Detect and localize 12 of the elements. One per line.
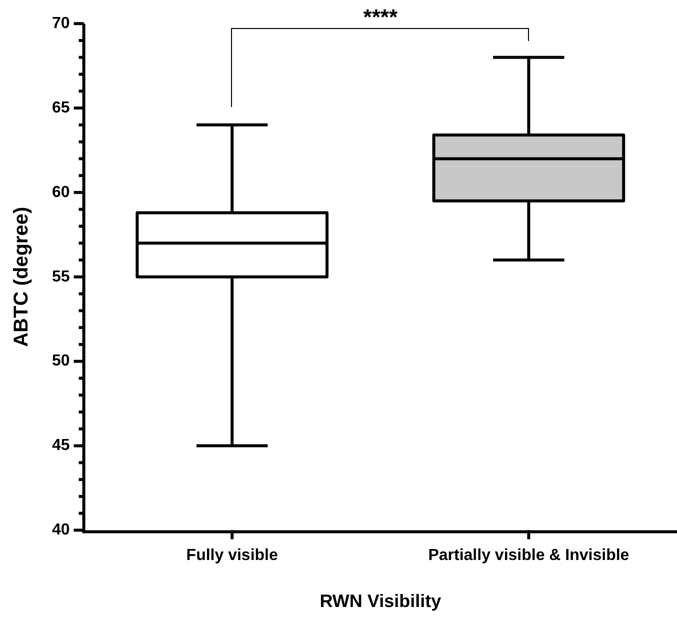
annotation: **** bbox=[363, 4, 398, 30]
x-axis-title: RWN Visibility bbox=[320, 591, 442, 612]
x-tick-label: Fully visible bbox=[186, 547, 278, 564]
y-tick-label: 65 bbox=[52, 99, 70, 116]
y-tick-label: 55 bbox=[52, 268, 70, 286]
y-tick-label: 70 bbox=[52, 15, 70, 32]
y-tick-label: 40 bbox=[52, 522, 70, 539]
y-tick-label: 60 bbox=[52, 184, 70, 201]
y-tick-label: 45 bbox=[52, 437, 70, 454]
x-tick-label: Partially visible & Invisible bbox=[428, 547, 630, 564]
y-tick-label: 50 bbox=[52, 352, 70, 370]
y-axis-title: ABTC (degree) bbox=[10, 206, 33, 347]
